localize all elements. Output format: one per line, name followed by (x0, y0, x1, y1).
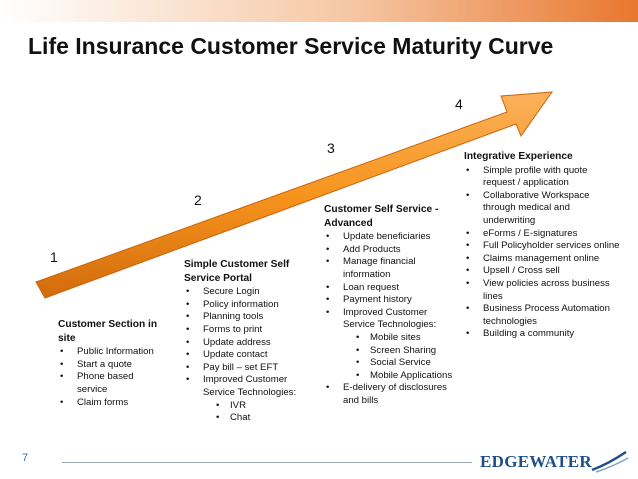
list-item: Add Products (324, 244, 454, 257)
stage-4-list: Simple profile with quote request / appl… (464, 165, 622, 341)
list-item: Loan request (324, 282, 454, 295)
top-decorative-band (0, 0, 638, 24)
stage-1-list: Public Information Start a quote Phone b… (58, 346, 170, 409)
stage-1-title: Customer Section in site (58, 319, 158, 344)
stage-2-title: Simple Customer Self Service Portal (184, 259, 290, 284)
list-item: Improved Customer Service Technologies: (324, 307, 454, 332)
stage-3-sublist: Mobile sites Screen Sharing Social Servi… (324, 332, 454, 382)
list-item: Phone based service (58, 371, 170, 396)
footer-divider (62, 462, 472, 463)
sub-list-item: IVR (184, 400, 314, 413)
stage-number-2: 2 (194, 192, 202, 208)
stage-number-4: 4 (455, 96, 463, 112)
list-item: Building a community (464, 328, 622, 341)
stage-number-3: 3 (327, 140, 335, 156)
edgewater-logo: EDGEWATER (480, 450, 630, 474)
list-item: Collaborative Workspace through medical … (464, 190, 622, 228)
list-item: Policy information (184, 299, 314, 312)
list-item: Planning tools (184, 311, 314, 324)
list-item: Secure Login (184, 286, 314, 299)
list-item: Update contact (184, 349, 314, 362)
sub-list-item: Screen Sharing (324, 345, 454, 358)
logo-swoosh-icon (591, 450, 629, 473)
sub-list-item: Chat (184, 412, 314, 425)
list-item: Update address (184, 337, 314, 350)
stage-4-title: Integrative Experience (464, 151, 573, 162)
list-item: Improved Customer Service Technologies: (184, 374, 314, 399)
list-item: Business Process Automation technologies (464, 303, 622, 328)
stage-3-title: Customer Self Service - Advanced (324, 204, 439, 229)
list-item: View policies across business lines (464, 278, 622, 303)
stage-3-list: Update beneficiaries Add Products Manage… (324, 231, 454, 332)
stage-2-sublist: IVR Chat (184, 400, 314, 425)
stage-3-list-continued: E-delivery of disclosures and bills (324, 382, 454, 407)
page-number: 7 (22, 452, 29, 464)
list-item: Forms to print (184, 324, 314, 337)
list-item: Claim forms (58, 397, 170, 410)
list-item: Pay bill – set EFT (184, 362, 314, 375)
list-item: Claims management online (464, 253, 622, 266)
stage-number-1: 1 (50, 249, 58, 265)
stage-4-box: Integrative Experience Simple profile wi… (464, 150, 622, 341)
list-item: Public Information (58, 346, 170, 359)
list-item: Full Policyholder services online (464, 240, 622, 253)
sub-list-item: Social Service (324, 357, 454, 370)
logo-text: EDGEWATER (480, 452, 592, 471)
list-item: Upsell / Cross sell (464, 265, 622, 278)
list-item: eForms / E-signatures (464, 228, 622, 241)
list-item: Manage financial information (324, 256, 454, 281)
stage-2-box: Simple Customer Self Service Portal Secu… (184, 258, 314, 425)
sub-list-item: Mobile Applications (324, 370, 454, 383)
stage-3-box: Customer Self Service - Advanced Update … (324, 203, 454, 408)
page-title: Life Insurance Customer Service Maturity… (28, 33, 554, 59)
stage-2-list: Secure Login Policy information Planning… (184, 286, 314, 399)
sub-list-item: Mobile sites (324, 332, 454, 345)
list-item: Payment history (324, 294, 454, 307)
list-item: Start a quote (58, 359, 170, 372)
list-item: Simple profile with quote request / appl… (464, 165, 622, 190)
list-item: E-delivery of disclosures and bills (324, 382, 454, 407)
stage-1-box: Customer Section in site Public Informat… (58, 318, 170, 409)
list-item: Update beneficiaries (324, 231, 454, 244)
